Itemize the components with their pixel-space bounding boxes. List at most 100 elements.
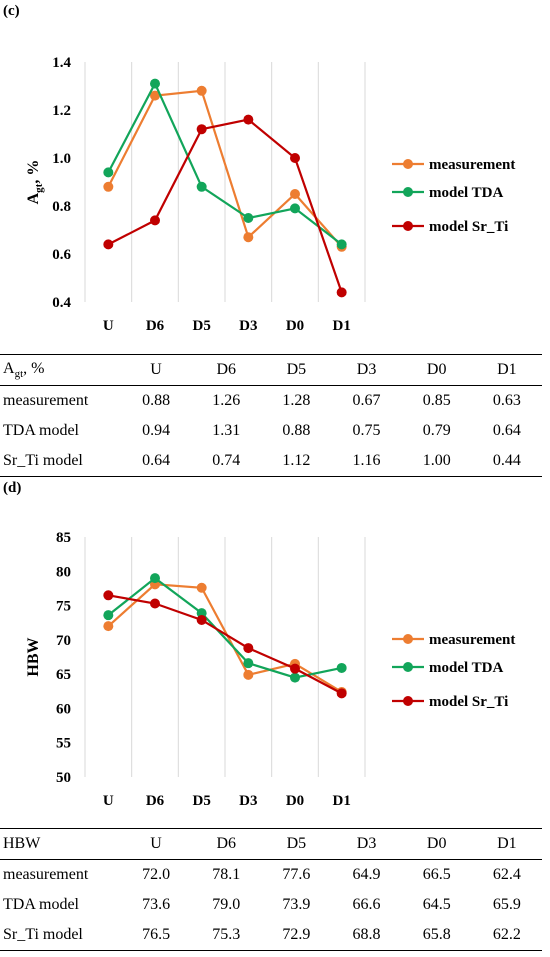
table-cell: 66.6 <box>352 896 381 913</box>
table-cell: 68.8 <box>331 920 402 951</box>
table-header-cell: D6 <box>191 828 262 860</box>
legend-marker <box>403 634 413 644</box>
table-cell: 0.85 <box>422 392 451 409</box>
x-tick-label: D0 <box>286 793 304 809</box>
data-point <box>103 610 114 621</box>
legend-entry: measurement <box>429 157 515 173</box>
table-cell: 0.79 <box>422 422 451 439</box>
table-cell: 0.94 <box>142 422 171 439</box>
legend-entry: model TDA <box>429 185 503 201</box>
table-row: measurement 72.0 78.1 77.6 64.9 66.5 62.… <box>0 860 542 891</box>
data-point <box>196 85 207 96</box>
data-point <box>103 621 114 632</box>
y-tick-label: 1.2 <box>52 103 71 119</box>
series-line <box>107 583 343 693</box>
table-header-cell: D1 <box>471 354 542 386</box>
table-cell: measurement <box>3 392 89 409</box>
table-cell: 62.4 <box>492 866 521 883</box>
x-tick-label: D3 <box>239 318 257 334</box>
y-tick-label: 85 <box>56 530 71 546</box>
data-point <box>336 239 347 250</box>
x-tick-label: D5 <box>192 793 210 809</box>
data-point <box>150 78 160 89</box>
table-row: TDA model 0.94 1.31 0.88 0.75 0.79 0.64 <box>0 416 542 446</box>
table-header-row: HBW U D6 D5 D3 D0 D1 <box>0 828 542 860</box>
data-point <box>196 608 207 619</box>
data-point <box>243 658 254 669</box>
table-cell: 0.44 <box>471 446 542 477</box>
table-cell: 64.5 <box>422 896 451 913</box>
data-point <box>103 590 114 601</box>
table-cell: 73.9 <box>282 896 311 913</box>
data-point <box>196 582 207 593</box>
data-point <box>243 669 254 680</box>
table-header-row: Agt, % U D6 D5 D3 D0 D1 <box>0 354 542 386</box>
table-cell: 76.5 <box>121 920 192 951</box>
data-point <box>336 688 347 699</box>
table-cell: 72.9 <box>261 920 332 951</box>
y-tick-label: 80 <box>56 564 71 580</box>
y-tick-label: 55 <box>56 736 71 752</box>
data-point <box>336 287 347 298</box>
table-cell: 1.16 <box>331 446 402 477</box>
table-cell: 62.2 <box>471 920 542 951</box>
data-point <box>290 203 300 214</box>
data-point <box>290 663 300 674</box>
table-cell: 1.00 <box>401 446 472 477</box>
legend-marker <box>403 221 413 231</box>
y-tick-label: 60 <box>56 701 71 717</box>
table-header-cell: D5 <box>261 828 332 860</box>
table-cell: 0.88 <box>282 422 311 439</box>
ductility-line-chart: 0.4 0.6 0.8 1.0 1.2 1.4 U D6 D5 D3 D0 D1 Agt, % measu… <box>25 55 515 334</box>
x-tick-label: D0 <box>286 318 304 334</box>
data-point <box>336 662 347 673</box>
table-cell: TDA model <box>3 896 79 913</box>
table-cell: 66.5 <box>422 866 451 883</box>
y-tick-label: 50 <box>56 770 71 786</box>
data-point <box>103 181 114 192</box>
table-row: Sr_Ti model 76.5 75.3 72.9 68.8 65.8 62.… <box>0 920 542 951</box>
table-cell: 65.8 <box>401 920 472 951</box>
series-line <box>108 594 343 695</box>
data-point <box>196 614 207 625</box>
table-cell: 1.28 <box>282 392 311 409</box>
table-header-cell: D3 <box>331 354 402 386</box>
table-cell: 0.63 <box>492 392 521 409</box>
data-point <box>103 239 114 250</box>
series-line <box>107 81 343 246</box>
table-header-cell: U <box>121 828 192 860</box>
table-header-cell: D0 <box>401 828 472 860</box>
data-point <box>290 153 300 163</box>
legend-entry: model Sr_Ti <box>429 219 508 235</box>
x-tick-label: U <box>103 793 114 809</box>
series-line <box>107 89 343 248</box>
y-tick-label: 75 <box>56 599 71 615</box>
y-tick-label: 65 <box>56 667 71 683</box>
x-tick-label: D1 <box>332 793 350 809</box>
y-tick-label: 0.6 <box>52 247 71 263</box>
table-header-cell: D0 <box>401 354 472 386</box>
y-tick-label: 70 <box>56 633 71 649</box>
table-cell: 1.31 <box>212 422 241 439</box>
data-point <box>103 167 114 178</box>
x-tick-label: U <box>103 318 114 334</box>
data-point <box>243 114 254 125</box>
data-point <box>150 90 160 101</box>
table-row: measurement 0.88 1.26 1.28 0.67 0.85 0.6… <box>0 386 542 417</box>
x-tick-label: D5 <box>192 318 210 334</box>
panel-label-c: (c) <box>3 3 20 19</box>
table-header-cell: Agt, % <box>0 354 121 386</box>
x-tick-label: D3 <box>239 793 257 809</box>
legend-entry: measurement <box>429 632 515 648</box>
y-tick-label: 0.4 <box>52 295 71 311</box>
table-header-cell: D1 <box>471 828 542 860</box>
legend-entry: model TDA <box>429 660 503 676</box>
table-cell: 0.74 <box>191 446 262 477</box>
table-cell: measurement <box>3 866 89 883</box>
y-tick-label: 1.4 <box>52 55 71 71</box>
data-point <box>196 124 207 135</box>
table-cell: 1.12 <box>261 446 332 477</box>
table-cell: 65.9 <box>492 896 521 913</box>
x-tick-label: D6 <box>146 793 165 809</box>
table-header-cell: HBW <box>0 828 121 860</box>
